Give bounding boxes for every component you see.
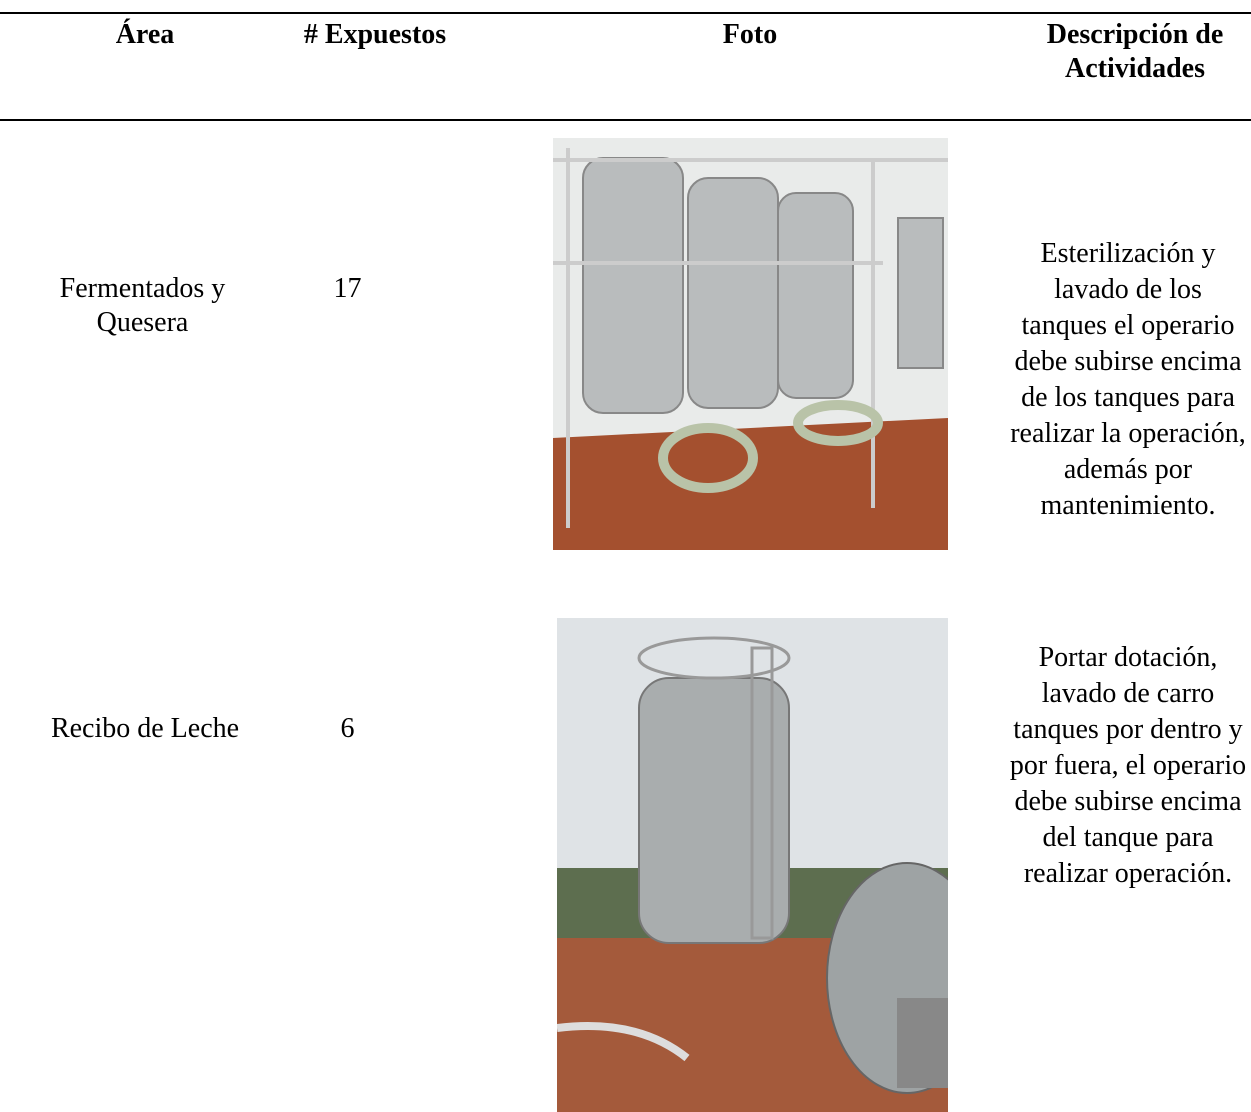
photo-silo <box>557 618 948 1112</box>
photo-tanks <box>553 138 948 550</box>
header-cell: # Expuestos <box>303 19 447 50</box>
header-cell: Área <box>115 19 175 50</box>
description-cell: Esterilización y lavado de los tanques e… <box>1010 238 1246 521</box>
header-cell: Foto <box>722 19 778 50</box>
header-cell: Descripción de Actividades <box>1046 19 1224 84</box>
header-rule <box>0 119 1251 121</box>
area-cell: Recibo de Leche <box>50 713 240 744</box>
count-cell: 6 <box>340 713 355 744</box>
area-cell: Fermentados y Quesera <box>59 273 226 338</box>
top-rule <box>0 12 1251 14</box>
count-cell: 17 <box>333 273 362 304</box>
description-cell: Portar dotación, lavado de carro tanques… <box>1009 642 1247 889</box>
